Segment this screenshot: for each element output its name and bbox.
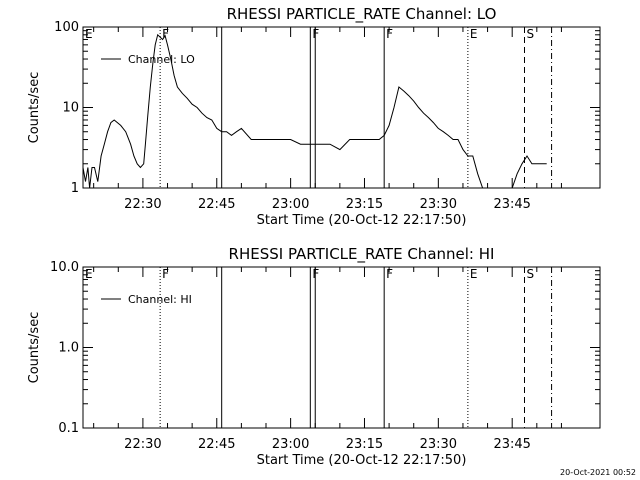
- x-axis-label: Start Time (20-Oct-12 22:17:50): [257, 453, 467, 468]
- event-marker-label: F: [162, 267, 169, 281]
- event-marker-label: F: [386, 27, 393, 41]
- y-tick-label: 0.1: [58, 421, 79, 436]
- event-marker-label: F: [312, 267, 319, 281]
- event-marker-label: E: [470, 267, 478, 281]
- y-axis-label: Counts/sec: [27, 312, 42, 384]
- x-tick-label: 22:45: [198, 197, 235, 212]
- x-tick-label: 22:45: [198, 437, 235, 452]
- event-marker-label: E: [85, 267, 93, 281]
- y-tick-label: 10: [62, 101, 79, 116]
- x-tick-label: 23:45: [493, 437, 530, 452]
- x-tick-label: 23:15: [346, 437, 383, 452]
- event-marker-label: E: [85, 27, 93, 41]
- x-tick-label: 23:00: [272, 197, 309, 212]
- y-tick-label: 100: [54, 20, 79, 35]
- chart-title: RHESSI PARTICLE_RATE Channel: LO: [227, 5, 497, 24]
- event-marker-label: S: [527, 267, 535, 281]
- event-marker-label: F: [312, 27, 319, 41]
- chart-panel-hi: RHESSI PARTICLE_RATE Channel: HI Counts/s…: [27, 245, 601, 468]
- x-tick-label: 22:30: [124, 437, 161, 452]
- y-tick-label: 10.0: [50, 260, 79, 275]
- x-tick-label: 23:45: [493, 197, 530, 212]
- x-tick-label: 23:30: [420, 197, 457, 212]
- x-axis-label: Start Time (20-Oct-12 22:17:50): [257, 213, 467, 228]
- y-axis-label: Counts/sec: [27, 72, 42, 144]
- y-tick-label: 1: [71, 181, 79, 196]
- event-marker-label: E: [470, 27, 478, 41]
- x-tick-label: 22:30: [124, 197, 161, 212]
- footer-timestamp: 20-Oct-2021 00:52: [560, 468, 636, 477]
- y-tick-label: 1.0: [58, 341, 79, 356]
- legend-entry: Channel: HI: [128, 293, 192, 306]
- legend-entry: Channel: LO: [128, 53, 195, 66]
- x-tick-label: 23:30: [420, 437, 457, 452]
- x-tick-label: 23:00: [272, 437, 309, 452]
- chart-panel-lo: RHESSI PARTICLE_RATE Channel: LO Counts/s…: [27, 5, 601, 228]
- series-line-lo: [83, 33, 547, 188]
- event-marker-label: S: [527, 27, 535, 41]
- event-marker-label: F: [162, 27, 169, 41]
- event-marker-label: F: [386, 267, 393, 281]
- chart-title: RHESSI PARTICLE_RATE Channel: HI: [229, 245, 495, 264]
- x-tick-label: 23:15: [346, 197, 383, 212]
